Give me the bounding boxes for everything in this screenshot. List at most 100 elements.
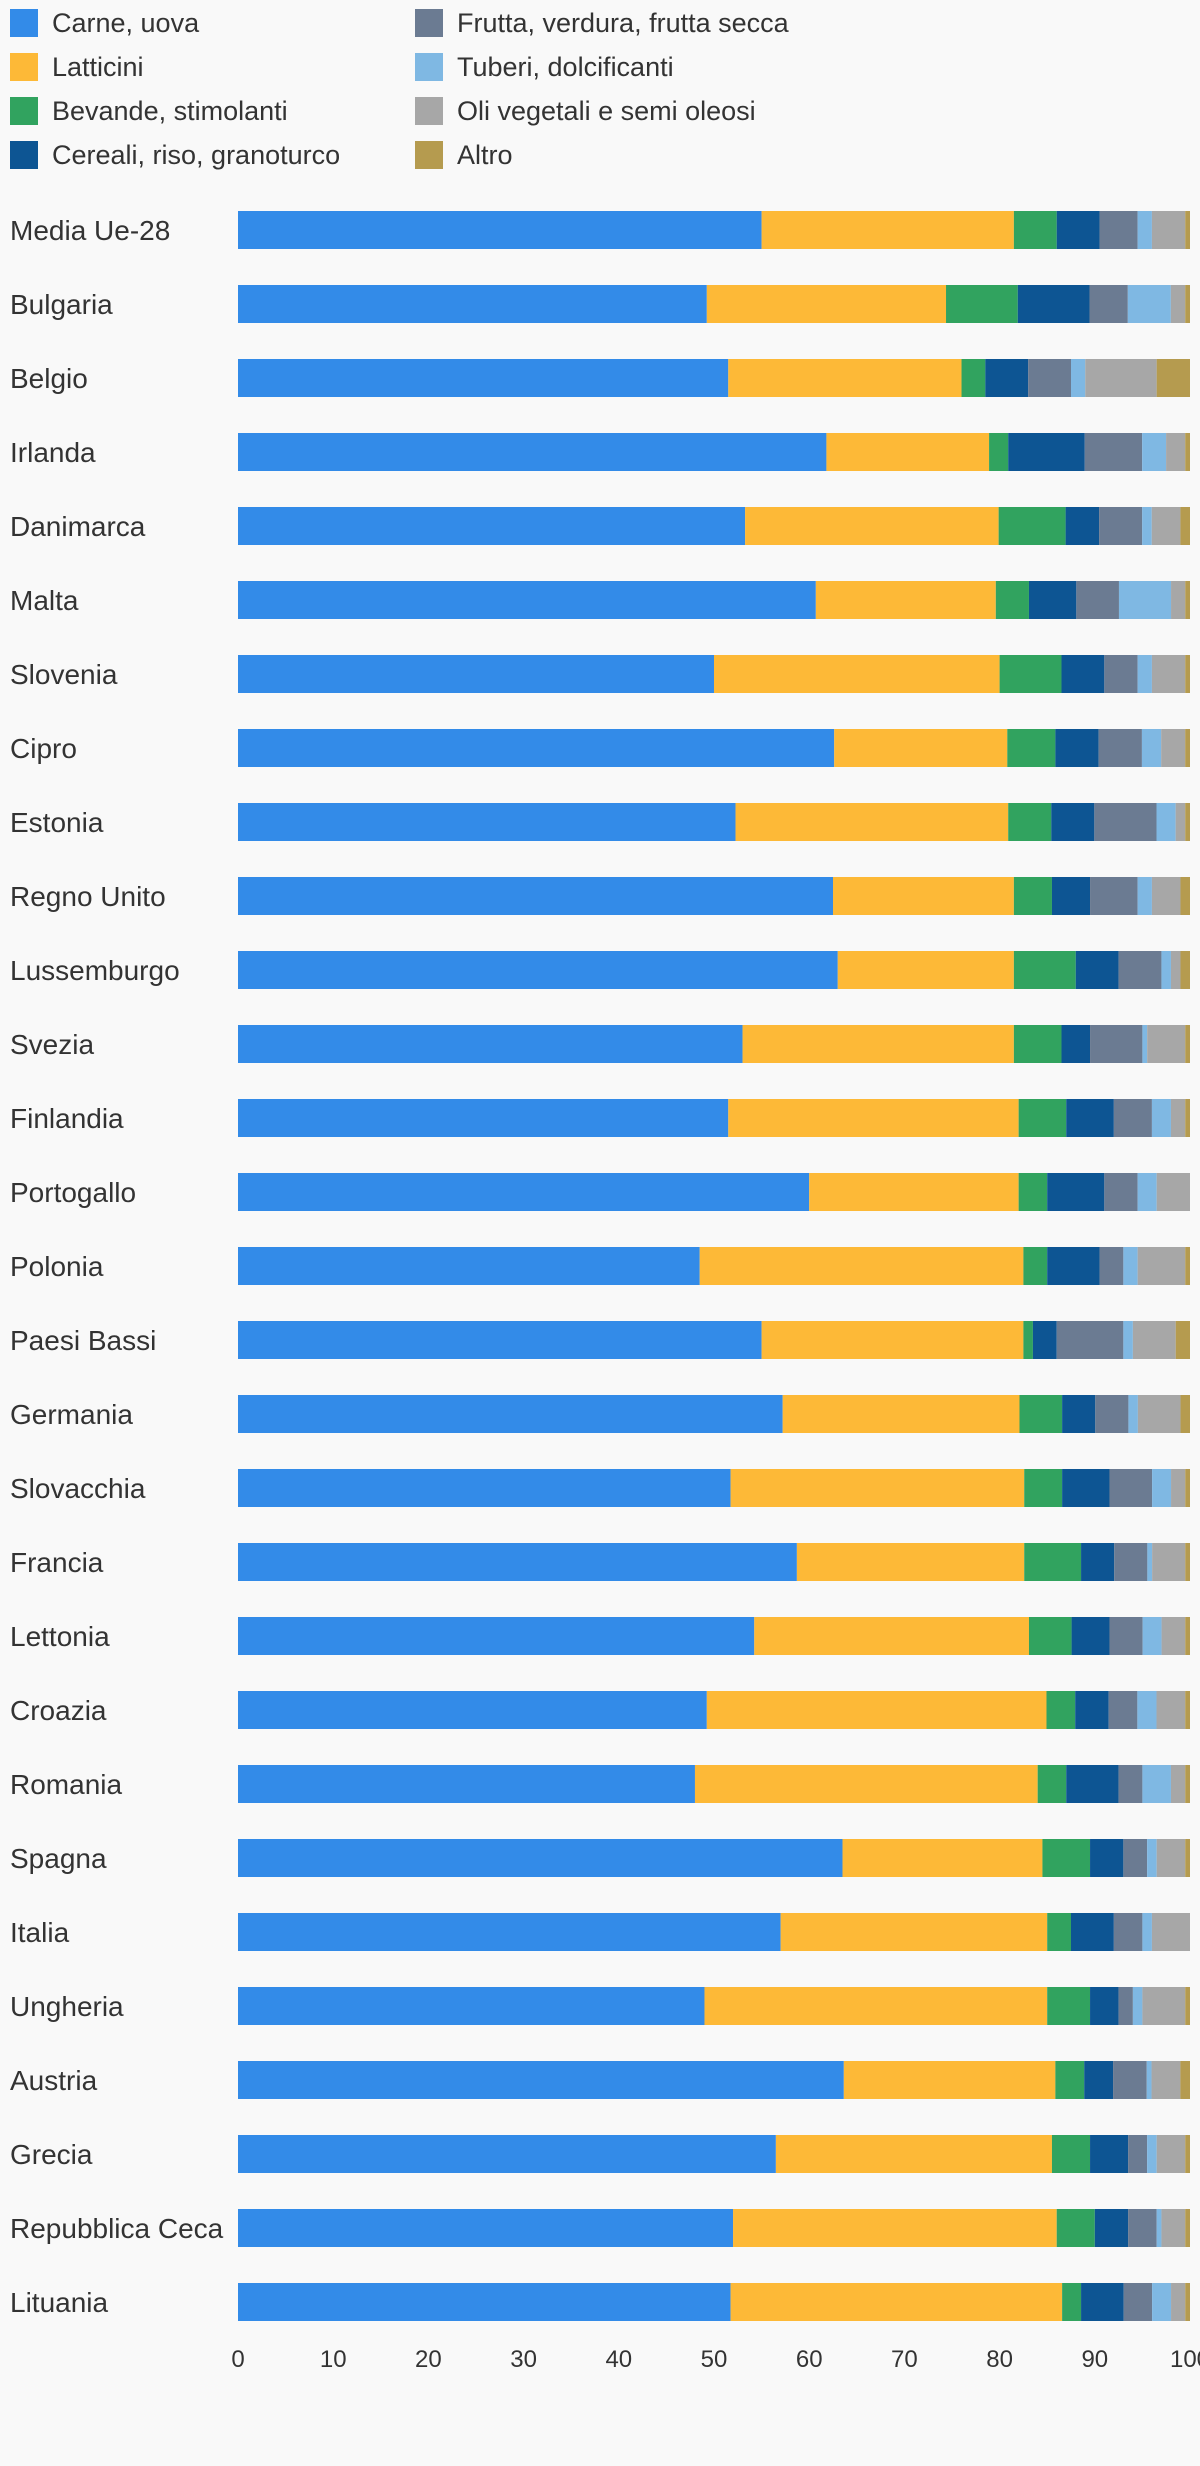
bar-segment[interactable] bbox=[1132, 1321, 1176, 1359]
bar-segment[interactable] bbox=[706, 1691, 1047, 1729]
bar-segment[interactable] bbox=[1161, 1617, 1186, 1655]
bar-segment[interactable] bbox=[1170, 951, 1181, 989]
legend-item[interactable]: Latticini bbox=[10, 52, 144, 82]
bar-segment[interactable] bbox=[1018, 1099, 1067, 1137]
bar-segment[interactable] bbox=[238, 1321, 762, 1359]
bar-segment[interactable] bbox=[1170, 1765, 1186, 1803]
bar-segment[interactable] bbox=[1098, 729, 1142, 767]
bar-segment[interactable] bbox=[1113, 2061, 1147, 2099]
bar-segment[interactable] bbox=[1151, 655, 1186, 693]
bar-segment[interactable] bbox=[1037, 1765, 1067, 1803]
bar-segment[interactable] bbox=[733, 2209, 1057, 2247]
bar-segment[interactable] bbox=[1047, 1173, 1105, 1211]
bar-segment[interactable] bbox=[1128, 2209, 1157, 2247]
bar-segment[interactable] bbox=[1104, 1173, 1138, 1211]
bar-segment[interactable] bbox=[1147, 2135, 1157, 2173]
bar-segment[interactable] bbox=[1127, 285, 1171, 323]
bar-segment[interactable] bbox=[1171, 2283, 1186, 2321]
bar-segment[interactable] bbox=[238, 285, 707, 323]
bar-segment[interactable] bbox=[1123, 1839, 1148, 1877]
bar-segment[interactable] bbox=[1028, 359, 1071, 397]
bar-segment[interactable] bbox=[238, 507, 746, 545]
bar-segment[interactable] bbox=[1062, 1395, 1096, 1433]
bar-segment[interactable] bbox=[728, 1099, 1019, 1137]
bar-segment[interactable] bbox=[1114, 1543, 1148, 1581]
bar-segment[interactable] bbox=[1151, 877, 1181, 915]
bar-segment[interactable] bbox=[1013, 877, 1052, 915]
bar-segment[interactable] bbox=[815, 581, 996, 619]
bar-segment[interactable] bbox=[1156, 1691, 1186, 1729]
bar-segment[interactable] bbox=[1081, 1543, 1115, 1581]
bar-segment[interactable] bbox=[238, 1247, 700, 1285]
bar-segment[interactable] bbox=[1089, 285, 1128, 323]
bar-segment[interactable] bbox=[1123, 1321, 1133, 1359]
bar-segment[interactable] bbox=[1051, 803, 1095, 841]
bar-segment[interactable] bbox=[1090, 1025, 1143, 1063]
bar-segment[interactable] bbox=[699, 1247, 1024, 1285]
bar-segment[interactable] bbox=[1075, 1691, 1109, 1729]
bar-segment[interactable] bbox=[238, 2061, 844, 2099]
bar-segment[interactable] bbox=[1017, 285, 1090, 323]
bar-segment[interactable] bbox=[1047, 1247, 1100, 1285]
bar-segment[interactable] bbox=[1185, 285, 1190, 323]
bar-segment[interactable] bbox=[1137, 211, 1152, 249]
bar-segment[interactable] bbox=[1090, 1839, 1124, 1877]
bar-segment[interactable] bbox=[1095, 1395, 1129, 1433]
bar-segment[interactable] bbox=[238, 951, 838, 989]
bar-segment[interactable] bbox=[238, 581, 816, 619]
bar-segment[interactable] bbox=[1047, 1913, 1071, 1951]
bar-segment[interactable] bbox=[1170, 1099, 1186, 1137]
bar-segment[interactable] bbox=[1108, 1691, 1138, 1729]
bar-segment[interactable] bbox=[1156, 1839, 1186, 1877]
bar-segment[interactable] bbox=[1065, 507, 1100, 545]
bar-segment[interactable] bbox=[1075, 951, 1119, 989]
legend-item[interactable]: Altro bbox=[415, 140, 513, 170]
bar-segment[interactable] bbox=[1185, 211, 1190, 249]
bar-segment[interactable] bbox=[238, 2209, 734, 2247]
bar-segment[interactable] bbox=[1185, 729, 1190, 767]
bar-segment[interactable] bbox=[1047, 1987, 1091, 2025]
bar-segment[interactable] bbox=[1137, 1395, 1181, 1433]
bar-segment[interactable] bbox=[946, 285, 1018, 323]
bar-segment[interactable] bbox=[745, 507, 999, 545]
bar-segment[interactable] bbox=[1051, 2135, 1091, 2173]
bar-segment[interactable] bbox=[1142, 1913, 1152, 1951]
bar-segment[interactable] bbox=[238, 1617, 755, 1655]
bar-segment[interactable] bbox=[1128, 2135, 1148, 2173]
bar-segment[interactable] bbox=[1123, 1247, 1138, 1285]
bar-segment[interactable] bbox=[1152, 1543, 1186, 1581]
bar-segment[interactable] bbox=[1113, 1913, 1143, 1951]
bar-segment[interactable] bbox=[1008, 433, 1085, 471]
bar-segment[interactable] bbox=[706, 285, 947, 323]
bar-segment[interactable] bbox=[238, 1469, 731, 1507]
bar-segment[interactable] bbox=[1185, 803, 1190, 841]
bar-segment[interactable] bbox=[1076, 581, 1119, 619]
bar-segment[interactable] bbox=[1094, 803, 1157, 841]
bar-segment[interactable] bbox=[238, 211, 762, 249]
bar-segment[interactable] bbox=[761, 211, 1014, 249]
bar-segment[interactable] bbox=[1024, 1543, 1082, 1581]
bar-segment[interactable] bbox=[1142, 1765, 1171, 1803]
bar-segment[interactable] bbox=[1185, 1247, 1190, 1285]
bar-segment[interactable] bbox=[1185, 581, 1190, 619]
legend-item[interactable]: Bevande, stimolanti bbox=[10, 96, 288, 126]
bar-segment[interactable] bbox=[1094, 2209, 1129, 2247]
bar-segment[interactable] bbox=[1185, 655, 1190, 693]
bar-segment[interactable] bbox=[1156, 2209, 1162, 2247]
bar-segment[interactable] bbox=[1028, 581, 1077, 619]
bar-segment[interactable] bbox=[1137, 877, 1152, 915]
bar-segment[interactable] bbox=[1142, 1617, 1162, 1655]
bar-segment[interactable] bbox=[1090, 2135, 1129, 2173]
bar-segment[interactable] bbox=[1085, 359, 1157, 397]
bar-segment[interactable] bbox=[238, 2135, 776, 2173]
bar-segment[interactable] bbox=[1151, 507, 1181, 545]
bar-segment[interactable] bbox=[238, 1839, 843, 1877]
bar-segment[interactable] bbox=[1185, 1543, 1190, 1581]
bar-segment[interactable] bbox=[694, 1765, 1038, 1803]
bar-segment[interactable] bbox=[238, 1691, 707, 1729]
bar-segment[interactable] bbox=[1185, 2283, 1190, 2321]
bar-segment[interactable] bbox=[1081, 2283, 1124, 2321]
bar-segment[interactable] bbox=[728, 359, 962, 397]
bar-segment[interactable] bbox=[1019, 1395, 1063, 1433]
bar-segment[interactable] bbox=[1051, 877, 1091, 915]
